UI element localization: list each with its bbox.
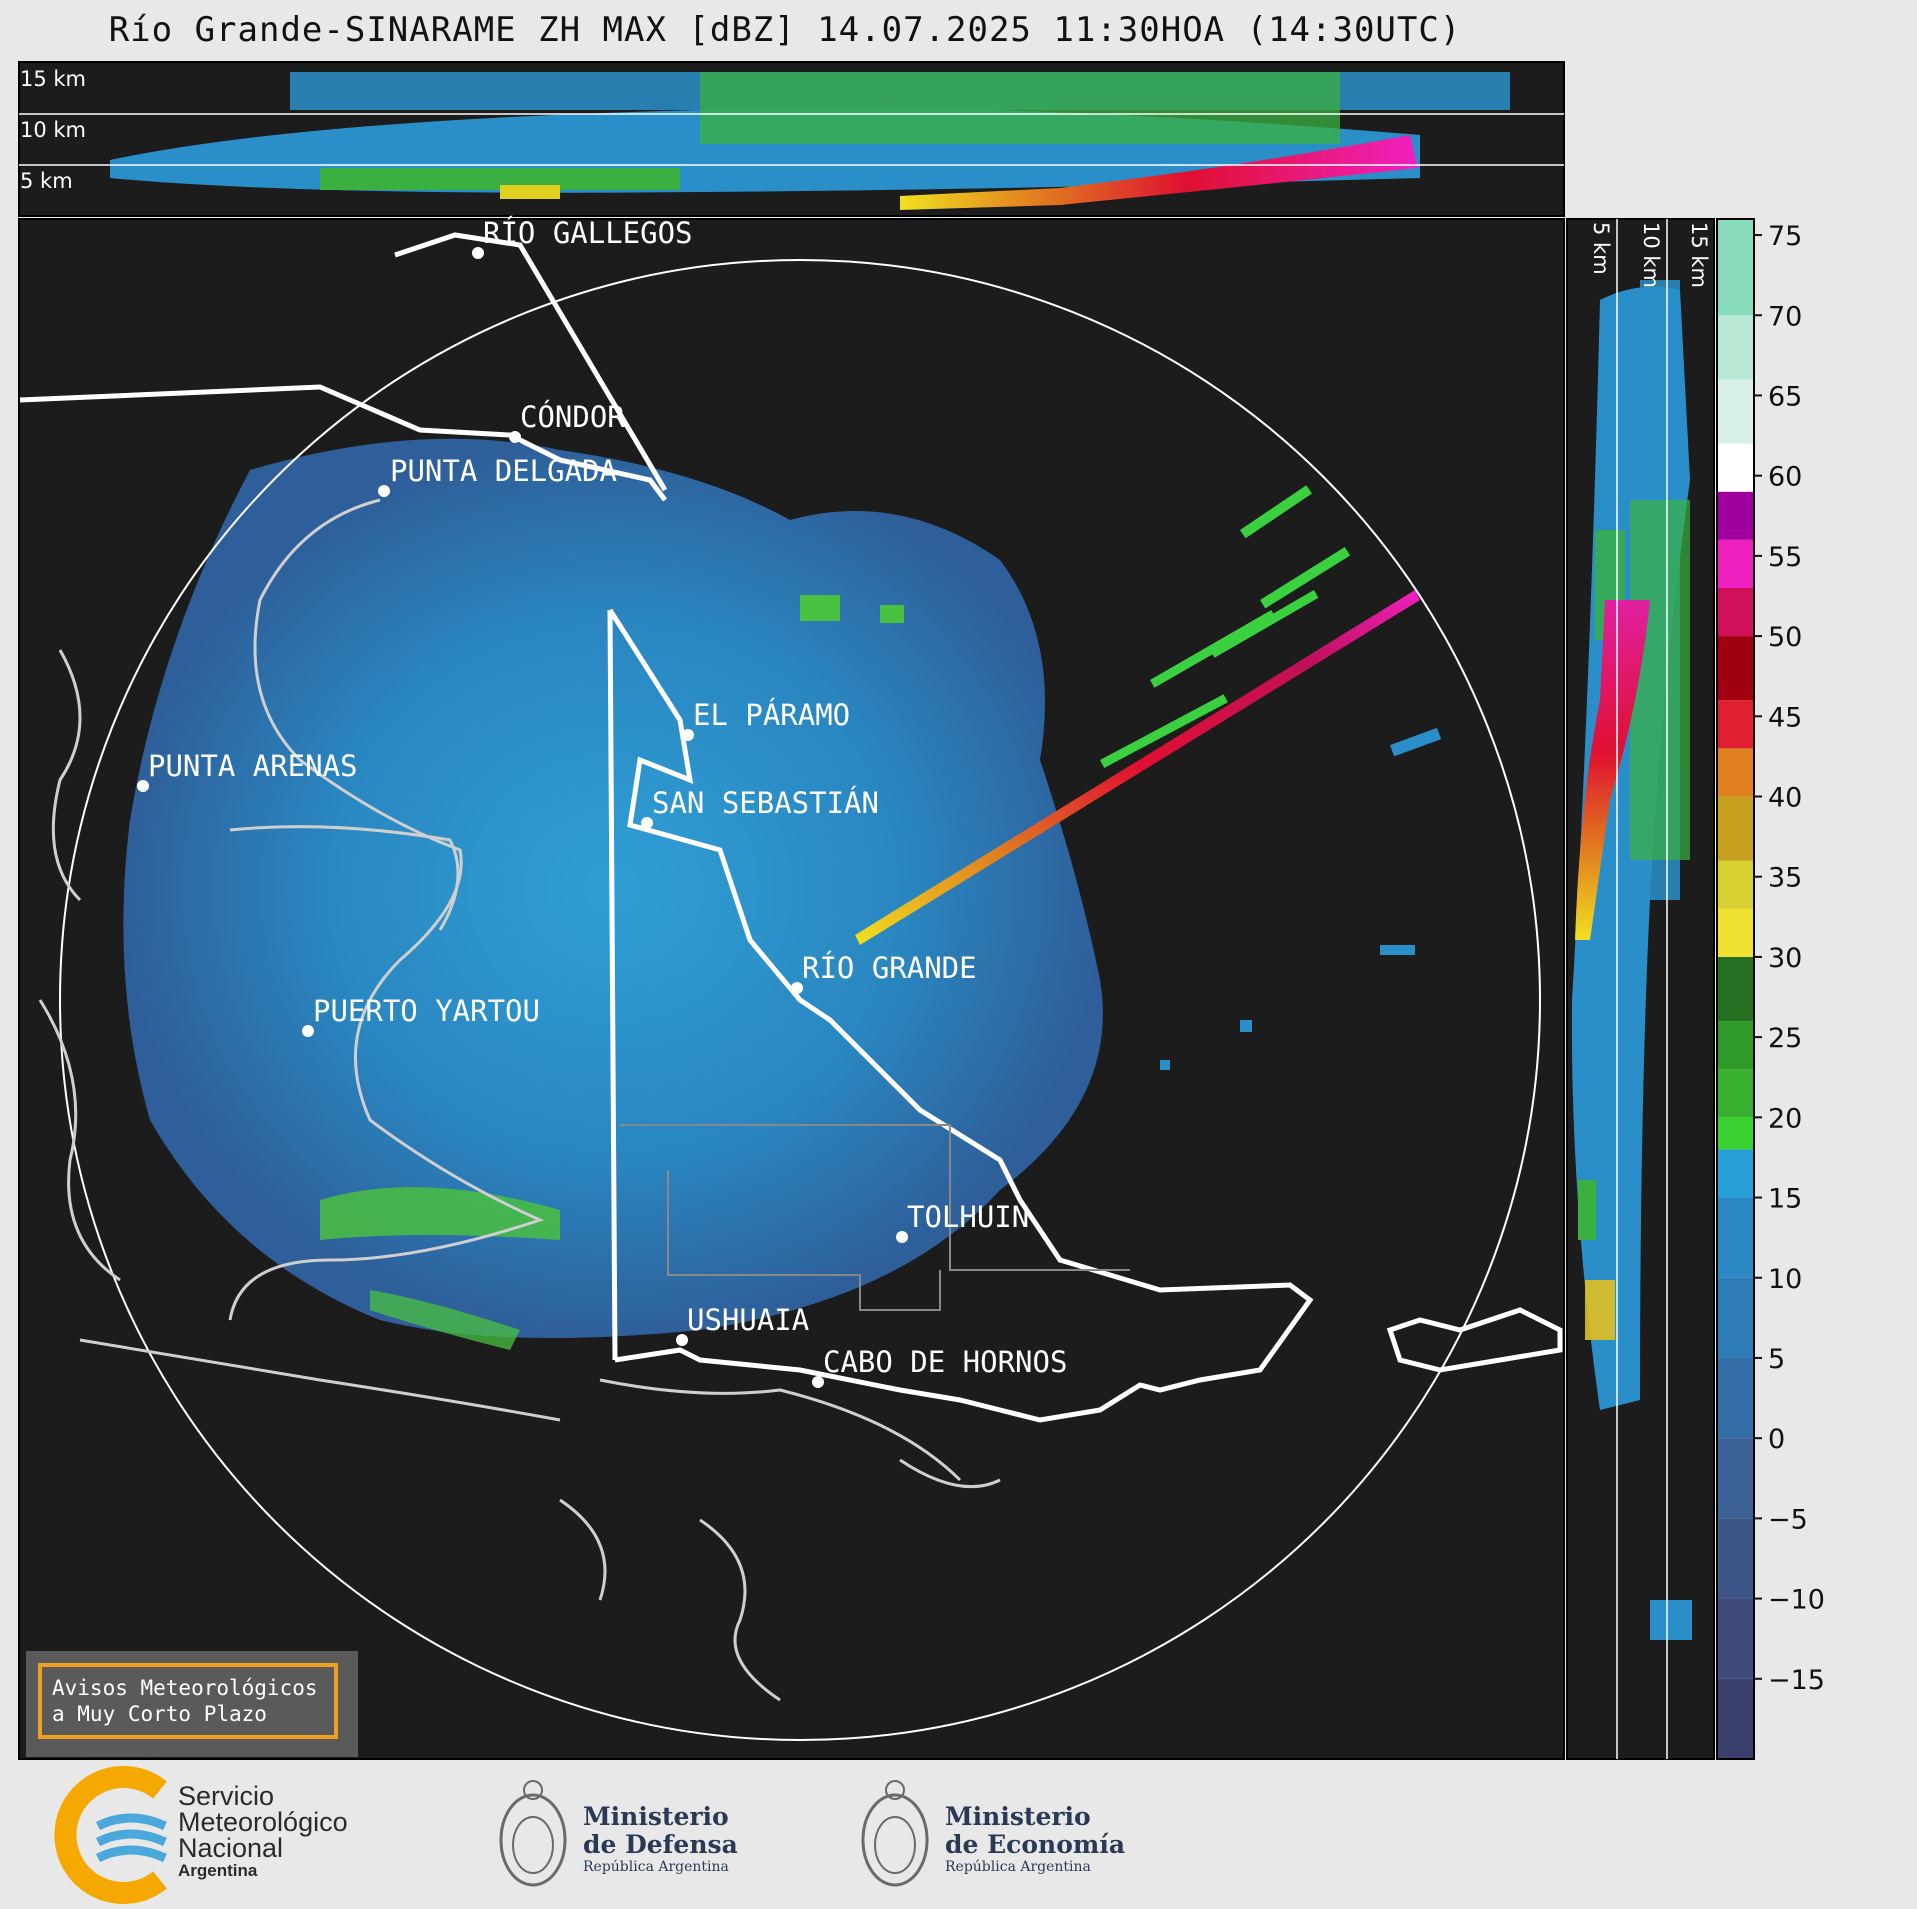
top-height-label-15: 15 km (20, 67, 86, 91)
borders (19, 232, 1563, 1423)
smn-line-2: Meteorológico (178, 1807, 348, 1837)
top-height-label-5: 5 km (20, 169, 73, 193)
colorbar-tick-label: 60 (1768, 462, 1802, 493)
defensa-line-3: República Argentina (583, 1859, 729, 1875)
radar-map-panel: RÍO GALLEGOS CÓNDOR PUNTA DELGADA EL PÁR… (18, 216, 1565, 1760)
colorbar-tick-label: 20 (1768, 1103, 1802, 1134)
coastlines (38, 498, 1001, 1702)
defensa-line-1: Ministerio (583, 1802, 729, 1831)
smn-line-4: Argentina (178, 1861, 258, 1880)
colorbar-segment (1717, 748, 1754, 797)
colorbar-segment (1717, 443, 1754, 492)
city-label-tolhuin: TOLHUIN (907, 1200, 1029, 1234)
side-height-label-10: 10 km (1639, 222, 1663, 288)
smn-line-3: Nacional (178, 1833, 284, 1863)
city-label-cabo-de-hornos: CABO DE HORNOS (823, 1345, 1067, 1379)
defensa-logo-text: Ministerio de Defensa República Argentin… (583, 1802, 738, 1876)
smn-logo-text: Servicio Meteorológico Nacional Argentin… (178, 1783, 348, 1881)
colorbar-tick-label: 45 (1768, 702, 1802, 733)
city-label-ushuaia: USHUAIA (687, 1303, 809, 1337)
city-label-san-sebastian: SAN SEBASTIÁN (652, 786, 879, 820)
side-height-label-5: 5 km (1589, 222, 1613, 275)
colorbar-segment (1717, 700, 1754, 749)
top-height-label-10: 10 km (20, 118, 86, 142)
side-height-label-15: 15 km (1687, 222, 1711, 288)
economia-line-2: de Economía (945, 1830, 1126, 1859)
colorbar-segment (1717, 379, 1754, 444)
colorbar-segment (1717, 491, 1754, 540)
colorbar-segment (1717, 1357, 1754, 1439)
defensa-line-2: de Defensa (583, 1830, 738, 1859)
colorbar-segment (1717, 1021, 1754, 1070)
colorbar-tick-label: 50 (1768, 622, 1802, 653)
colorbar-tick-label: 40 (1768, 783, 1802, 814)
colorbar-tick-label: −10 (1768, 1585, 1825, 1616)
colorbar-segment (1717, 956, 1754, 1022)
economia-line-1: Ministerio (945, 1802, 1091, 1831)
colorbar-segment (1717, 1678, 1754, 1759)
colorbar-tick-label: 35 (1768, 863, 1802, 894)
colorbar-tick-label: 55 (1768, 542, 1802, 573)
colorbar-tick-label: 65 (1768, 381, 1802, 412)
colorbar-tick-label: 5 (1768, 1344, 1785, 1375)
colorbar-tick-label: 15 (1768, 1184, 1802, 1215)
city-label-rio-grande: RÍO GRANDE (802, 951, 977, 985)
colorbar-segment (1717, 1069, 1754, 1118)
city-label-punta-delgada: PUNTA DELGADA (390, 454, 617, 488)
notice-box: Avisos Meteorológicos a Muy Corto Plazo (26, 1651, 358, 1757)
colorbar-segment (1717, 636, 1754, 701)
colorbar-segment (1717, 1117, 1754, 1150)
colorbar-segment (1717, 539, 1754, 588)
colorbar-segment (1717, 796, 1754, 861)
notice-text: Avisos Meteorológicos a Muy Corto Plazo (38, 1663, 338, 1739)
colorbar-tick-label: 30 (1768, 943, 1802, 974)
colorbar-segment (1717, 1197, 1754, 1278)
colorbar-tick-label: −5 (1768, 1504, 1808, 1535)
side-cross-section-panel: 5 km 10 km 15 km (1566, 218, 1715, 1760)
colorbar-tick-label: −15 (1768, 1665, 1825, 1696)
city-label-el-paramo: EL PÁRAMO (693, 698, 850, 732)
colorbar-tick-label: 25 (1768, 1023, 1802, 1054)
colorbar-tick-label: 10 (1768, 1264, 1802, 1295)
colorbar-segment (1717, 1518, 1754, 1599)
colorbar-segment (1717, 1438, 1754, 1519)
top-cross-section-panel: 15 km 10 km 5 km (18, 61, 1565, 217)
colorbar-segment (1717, 1598, 1754, 1679)
colorbar-tick-label: 75 (1768, 221, 1802, 252)
colorbar-segment (1717, 315, 1754, 380)
city-label-punta-arenas: PUNTA ARENAS (148, 749, 358, 783)
city-label-puerto-yartou: PUERTO YARTOU (313, 994, 540, 1028)
colorbar-segment (1717, 860, 1754, 909)
smn-line-1: Servicio (178, 1781, 275, 1811)
colorbar-segment (1717, 587, 1754, 637)
colorbar-segment (1717, 1277, 1754, 1358)
colorbar-segment (1717, 1149, 1754, 1198)
colorbar-tick-label: 70 (1768, 301, 1802, 332)
map-title: Río Grande-SINARAME ZH MAX [dBZ] 14.07.2… (108, 10, 1462, 50)
economia-line-3: República Argentina (945, 1859, 1091, 1875)
colorbar-segment (1717, 908, 1754, 957)
economia-logo-text: Ministerio de Economía República Argenti… (945, 1802, 1126, 1876)
colorbar-segment (1717, 219, 1754, 316)
colorbar-tick-label: 0 (1768, 1424, 1785, 1455)
city-label-rio-gallegos: RÍO GALLEGOS (483, 216, 693, 250)
city-markers: RÍO GALLEGOS CÓNDOR PUNTA DELGADA EL PÁR… (137, 216, 1067, 1388)
city-label-condor: CÓNDOR (520, 400, 625, 434)
